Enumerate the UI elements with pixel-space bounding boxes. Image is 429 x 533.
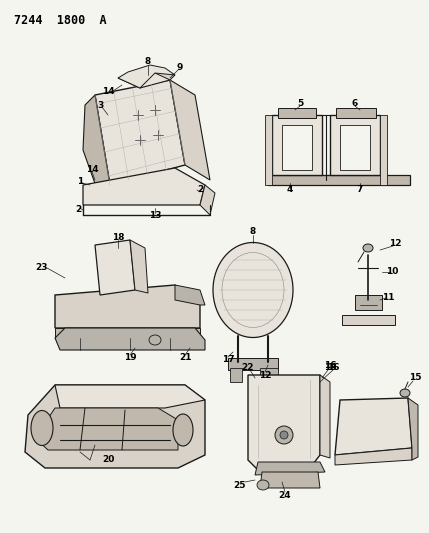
Polygon shape (55, 285, 200, 328)
Text: 10: 10 (386, 268, 398, 277)
Text: 23: 23 (36, 263, 48, 272)
Polygon shape (118, 65, 175, 88)
Polygon shape (55, 328, 205, 350)
Text: 4: 4 (287, 185, 293, 195)
Polygon shape (55, 328, 200, 338)
Polygon shape (355, 295, 382, 310)
Ellipse shape (31, 410, 53, 446)
Polygon shape (320, 375, 330, 458)
Text: 15: 15 (409, 374, 421, 383)
Polygon shape (255, 462, 325, 475)
Polygon shape (35, 408, 178, 450)
Polygon shape (278, 108, 316, 118)
Polygon shape (330, 115, 380, 175)
Text: 9: 9 (177, 63, 183, 72)
Polygon shape (83, 168, 205, 205)
Text: 3: 3 (97, 101, 103, 109)
Polygon shape (118, 68, 170, 88)
Text: 16: 16 (324, 360, 336, 369)
Text: 2: 2 (75, 206, 81, 214)
Polygon shape (248, 375, 320, 472)
Polygon shape (95, 240, 135, 295)
Text: 6: 6 (352, 99, 358, 108)
Polygon shape (175, 285, 205, 305)
Polygon shape (335, 398, 412, 455)
Text: 2: 2 (197, 185, 203, 195)
Ellipse shape (363, 244, 373, 252)
Text: 1: 1 (77, 177, 83, 187)
Text: 18: 18 (112, 232, 124, 241)
Polygon shape (170, 80, 210, 180)
Polygon shape (230, 368, 242, 382)
Text: 14: 14 (102, 87, 114, 96)
Polygon shape (265, 115, 272, 185)
Polygon shape (340, 125, 370, 170)
Text: 16: 16 (327, 362, 339, 372)
Text: 17: 17 (222, 356, 234, 365)
Text: 21: 21 (179, 353, 191, 362)
Text: 16: 16 (324, 364, 336, 373)
Polygon shape (335, 448, 412, 465)
Text: 14: 14 (86, 166, 98, 174)
Polygon shape (200, 185, 215, 215)
Ellipse shape (257, 480, 269, 490)
Ellipse shape (173, 414, 193, 446)
Polygon shape (155, 68, 175, 80)
Polygon shape (408, 398, 418, 460)
Polygon shape (55, 385, 205, 408)
Text: 5: 5 (297, 99, 303, 108)
Text: 13: 13 (149, 211, 161, 220)
Text: 11: 11 (382, 294, 394, 303)
Polygon shape (228, 358, 278, 370)
Polygon shape (260, 472, 320, 488)
Text: 8: 8 (250, 228, 256, 237)
Polygon shape (130, 240, 148, 293)
Text: 7244  1800  A: 7244 1800 A (14, 14, 107, 27)
Polygon shape (282, 125, 312, 170)
Polygon shape (272, 115, 322, 175)
Text: 7: 7 (357, 185, 363, 195)
Ellipse shape (149, 335, 161, 345)
Ellipse shape (275, 426, 293, 444)
Ellipse shape (213, 243, 293, 337)
Ellipse shape (280, 431, 288, 439)
Polygon shape (380, 115, 387, 185)
Text: 8: 8 (145, 58, 151, 67)
Text: 25: 25 (234, 481, 246, 489)
Polygon shape (336, 108, 376, 118)
Text: 24: 24 (279, 490, 291, 499)
Polygon shape (83, 95, 110, 192)
Ellipse shape (400, 389, 410, 397)
Text: 20: 20 (102, 456, 114, 464)
Text: 12: 12 (259, 370, 271, 379)
Text: 12: 12 (389, 238, 401, 247)
Polygon shape (95, 80, 185, 185)
Polygon shape (342, 315, 395, 325)
Polygon shape (25, 385, 205, 468)
Polygon shape (268, 175, 410, 185)
Polygon shape (260, 368, 278, 380)
Text: 22: 22 (242, 364, 254, 373)
Text: 19: 19 (124, 353, 136, 362)
